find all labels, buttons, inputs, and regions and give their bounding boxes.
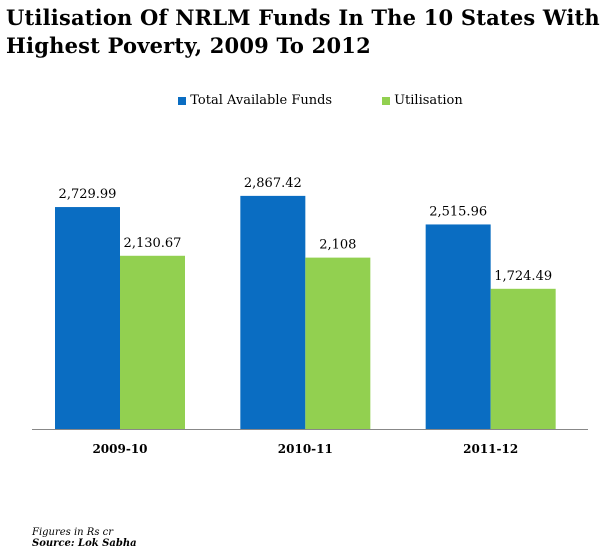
footnote: Figures in Rs cr Source: Lok Sabha [32, 527, 137, 549]
units-note: Figures in Rs cr [32, 527, 114, 538]
bar-utilisation-2011-12 [490, 288, 556, 429]
legend-swatch-total-available-funds [178, 97, 187, 105]
data-label-utilisation-2011-12: 1,724.49 [494, 269, 552, 284]
data-label-utilisation-2009-10: 2,130.67 [124, 236, 182, 251]
x-tick-label-2009-10: 2009-10 [92, 442, 147, 456]
bar-total-available-funds-2011-12 [425, 224, 491, 429]
bar-utilisation-2010-11 [305, 257, 371, 429]
x-tick-label-2010-11: 2010-11 [278, 442, 333, 456]
legend-swatch-utilisation [382, 97, 391, 105]
x-tick-label-2011-12: 2011-12 [463, 442, 518, 456]
data-label-utilisation-2010-11: 2,108 [319, 238, 356, 253]
bar-utilisation-2009-10 [120, 255, 185, 429]
data-label-total-available-funds-2010-11: 2,867.42 [244, 176, 302, 191]
bar-total-available-funds-2009-10 [55, 207, 120, 429]
data-label-total-available-funds-2011-12: 2,515.96 [429, 204, 487, 219]
legend-label-utilisation: Utilisation [394, 93, 463, 108]
legend-label-total-available-funds: Total Available Funds [190, 93, 333, 108]
source-note: Source: Lok Sabha [32, 538, 137, 549]
bar-total-available-funds-2010-11 [240, 195, 306, 429]
legend-item-utilisation: Utilisation [354, 92, 463, 110]
data-label-total-available-funds-2009-10: 2,729.99 [59, 187, 117, 202]
legend-item-total-available-funds: Total Available Funds [150, 92, 332, 110]
chart-title: Utilisation Of NRLM Funds In The 10 Stat… [6, 5, 600, 58]
legend: Total Available Funds Utilisation [0, 92, 613, 110]
